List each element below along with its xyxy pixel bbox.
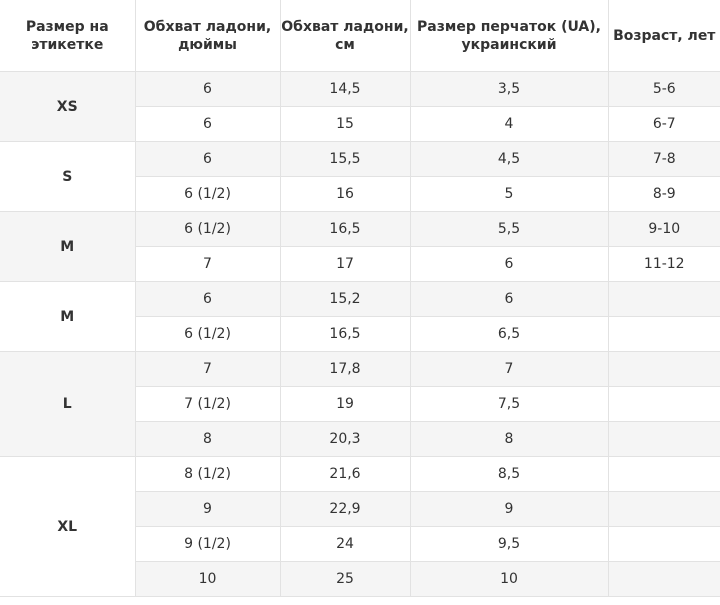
- header-row: Размер на этикетке Обхват ладони, дюймы …: [0, 0, 720, 72]
- table-row: 9 22,9 9: [0, 491, 720, 527]
- ua-size-cell: 4,5: [410, 141, 609, 177]
- palm-inches-cell: 9: [135, 491, 281, 527]
- ua-size-cell: 9: [410, 491, 609, 527]
- palm-cm-cell: 21,6: [280, 456, 411, 492]
- ua-size-cell: 7,5: [410, 386, 609, 422]
- palm-inches-cell: 6: [135, 106, 281, 142]
- palm-inches-cell: 8 (1/2): [135, 456, 281, 492]
- table-row: 9 (1/2) 24 9,5: [0, 526, 720, 562]
- palm-cm-cell: 17: [280, 246, 411, 282]
- palm-cm-cell: 24: [280, 526, 411, 562]
- palm-cm-cell: 16: [280, 176, 411, 212]
- header-palm-inches: Обхват ладони, дюймы: [135, 0, 281, 72]
- table-row: 7 (1/2) 19 7,5: [0, 386, 720, 422]
- table-row: L 7 17,8 7: [0, 351, 720, 457]
- palm-cm-cell: 19: [280, 386, 411, 422]
- palm-inches-cell: 6 (1/2): [135, 176, 281, 212]
- palm-inches-cell: 7: [135, 246, 281, 282]
- palm-inches-cell: 6: [135, 141, 281, 177]
- palm-inches-cell: 7 (1/2): [135, 386, 281, 422]
- table-row: 10 25 10: [0, 561, 720, 597]
- ua-size-cell: 3,5: [410, 71, 609, 107]
- palm-inches-cell: 6 (1/2): [135, 211, 281, 247]
- age-cell: [608, 281, 720, 317]
- palm-cm-cell: 15,2: [280, 281, 411, 317]
- palm-inches-cell: 6: [135, 71, 281, 107]
- table-header: Размер на этикетке Обхват ладони, дюймы …: [0, 0, 720, 72]
- age-cell: 8-9: [608, 176, 720, 212]
- age-cell: [608, 351, 720, 387]
- age-cell: 5-6: [608, 71, 720, 107]
- palm-cm-cell: 17,8: [280, 351, 411, 387]
- age-cell: [608, 561, 720, 597]
- table-row: 6 (1/2) 16 5 8-9: [0, 176, 720, 212]
- palm-inches-cell: 6: [135, 281, 281, 317]
- age-cell: [608, 526, 720, 562]
- table-row: 8 20,3 8: [0, 421, 720, 457]
- ua-size-cell: 7: [410, 351, 609, 387]
- table-row: 6 15 4 6-7: [0, 106, 720, 142]
- table-row: 7 17 6 11-12: [0, 246, 720, 282]
- ua-size-cell: 9,5: [410, 526, 609, 562]
- ua-size-cell: 5,5: [410, 211, 609, 247]
- palm-cm-cell: 25: [280, 561, 411, 597]
- age-cell: 9-10: [608, 211, 720, 247]
- ua-size-cell: 6: [410, 281, 609, 317]
- age-cell: [608, 491, 720, 527]
- table-body: XS 6 14,5 3,5 5-6 6 15 4 6-7 S 6 15,5 4,5 7-8 6 (1/2) 1…: [0, 71, 720, 597]
- header-palm-cm: Обхват ладони, см: [280, 0, 411, 72]
- age-cell: [608, 421, 720, 457]
- header-label-size: Размер на этикетке: [0, 0, 136, 72]
- palm-inches-cell: 6 (1/2): [135, 316, 281, 352]
- ua-size-cell: 8,5: [410, 456, 609, 492]
- palm-cm-cell: 14,5: [280, 71, 411, 107]
- palm-cm-cell: 15: [280, 106, 411, 142]
- table-row: 6 (1/2) 16,5 6,5: [0, 316, 720, 352]
- palm-cm-cell: 16,5: [280, 316, 411, 352]
- palm-inches-cell: 7: [135, 351, 281, 387]
- header-ua-size: Размер перчаток (UA), украинский: [410, 0, 609, 72]
- palm-cm-cell: 15,5: [280, 141, 411, 177]
- size-label-cell: XL: [0, 456, 136, 597]
- table-row: XL 8 (1/2) 21,6 8,5: [0, 456, 720, 597]
- palm-cm-cell: 22,9: [280, 491, 411, 527]
- palm-inches-cell: 10: [135, 561, 281, 597]
- size-label-cell: XS: [0, 71, 136, 142]
- ua-size-cell: 10: [410, 561, 609, 597]
- age-cell: 11-12: [608, 246, 720, 282]
- ua-size-cell: 6,5: [410, 316, 609, 352]
- size-label-cell: M: [0, 281, 136, 352]
- age-cell: [608, 316, 720, 352]
- age-cell: [608, 386, 720, 422]
- ua-size-cell: 5: [410, 176, 609, 212]
- table-row: S 6 15,5 4,5 7-8: [0, 141, 720, 212]
- age-cell: [608, 456, 720, 492]
- age-cell: 6-7: [608, 106, 720, 142]
- size-label-cell: S: [0, 141, 136, 212]
- palm-cm-cell: 16,5: [280, 211, 411, 247]
- ua-size-cell: 8: [410, 421, 609, 457]
- table-row: XS 6 14,5 3,5 5-6: [0, 71, 720, 142]
- age-cell: 7-8: [608, 141, 720, 177]
- ua-size-cell: 4: [410, 106, 609, 142]
- size-label-cell: L: [0, 351, 136, 457]
- table-row: M 6 15,2 6: [0, 281, 720, 352]
- size-label-cell: M: [0, 211, 136, 282]
- header-age: Возраст, лет: [608, 0, 720, 72]
- palm-inches-cell: 8: [135, 421, 281, 457]
- palm-inches-cell: 9 (1/2): [135, 526, 281, 562]
- ua-size-cell: 6: [410, 246, 609, 282]
- palm-cm-cell: 20,3: [280, 421, 411, 457]
